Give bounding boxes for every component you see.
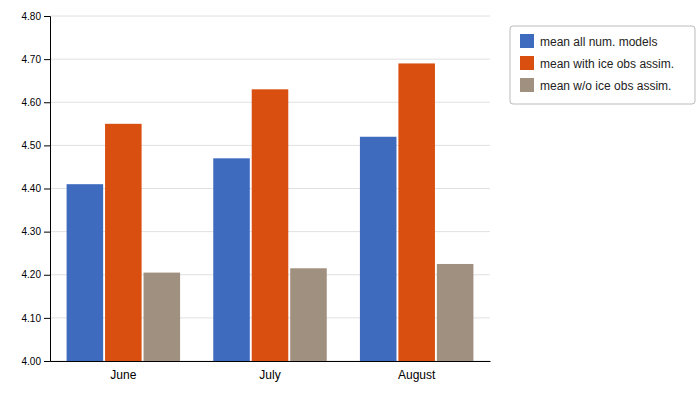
- legend-label: mean all num. models: [540, 35, 657, 49]
- y-tick-mark: [44, 59, 50, 60]
- bar: [213, 158, 250, 361]
- bar: [67, 184, 104, 361]
- bar: [290, 268, 327, 361]
- grid-line: [50, 59, 490, 60]
- y-tick-label: 4.30: [22, 226, 42, 237]
- y-tick: 4.20: [22, 269, 50, 280]
- y-tick-mark: [44, 318, 50, 319]
- x-tick: August: [398, 368, 436, 382]
- x-tick-label: June: [110, 368, 136, 382]
- grid-line: [50, 16, 490, 17]
- legend-item: mean with ice obs assim.: [520, 56, 674, 71]
- y-tick-mark: [44, 189, 50, 190]
- y-tick-label: 4.00: [22, 356, 42, 367]
- y-tick: 4.30: [22, 226, 50, 237]
- y-tick-mark: [44, 361, 50, 362]
- legend-swatch: [520, 56, 534, 70]
- plot-area: 4.00 4.10 4.20 4.30 4.40 4.50 4.60 4.70 4.80 June…: [22, 11, 491, 393]
- y-tick: 4.80: [22, 11, 50, 22]
- legend-label: mean w/o ice obs assim.: [540, 79, 671, 93]
- x-tick: June: [110, 368, 136, 382]
- y-axis-line: [44, 17, 51, 362]
- bar-series: [105, 63, 435, 361]
- bar: [252, 89, 289, 361]
- y-tick: 4.10: [22, 313, 50, 324]
- y-tick-mark: [44, 16, 50, 17]
- x-tick-label: August: [398, 368, 436, 382]
- bar-series: [144, 264, 474, 361]
- y-tick-mark: [44, 232, 50, 233]
- y-tick: 4.00: [22, 356, 50, 367]
- y-tick: 4.60: [22, 97, 50, 108]
- y-tick-label: 4.10: [22, 313, 42, 324]
- bar: [105, 124, 142, 361]
- bar: [360, 137, 397, 361]
- legend-item: mean all num. models: [520, 34, 657, 49]
- y-tick-mark: [44, 145, 50, 146]
- x-axis: June July August: [51, 362, 491, 382]
- y-tick: 4.70: [22, 54, 50, 65]
- legend-swatch: [520, 78, 534, 92]
- legend-frame: [510, 26, 695, 104]
- y-tick-label: 4.40: [22, 183, 42, 194]
- bars: [67, 63, 474, 361]
- y-tick-mark: [44, 102, 50, 103]
- y-tick-label: 4.70: [22, 54, 42, 65]
- bar: [398, 63, 435, 361]
- legend-swatch: [520, 34, 534, 48]
- y-tick-label: 4.20: [22, 269, 42, 280]
- legend-item: mean w/o ice obs assim.: [520, 78, 671, 93]
- y-tick-label: 4.80: [22, 11, 42, 22]
- x-tick: July: [259, 368, 280, 382]
- x-axis-line: [51, 361, 491, 362]
- y-tick-label: 4.60: [22, 97, 42, 108]
- x-tick-label: July: [259, 368, 280, 382]
- y-tick-label: 4.50: [22, 140, 42, 151]
- y-tick-mark: [44, 275, 50, 276]
- y-tick: 4.40: [22, 183, 50, 194]
- legend: mean all num. models mean with ice obs as…: [510, 26, 695, 104]
- y-axis: 4.00 4.10 4.20 4.30 4.40 4.50 4.60 4.70 4.80: [22, 11, 51, 367]
- legend-label: mean with ice obs assim.: [540, 57, 674, 71]
- y-tick: 4.50: [22, 140, 50, 151]
- chart-svg: 4.00 4.10 4.20 4.30 4.40 4.50 4.60 4.70 4.80 June…: [0, 0, 700, 393]
- bar: [437, 264, 474, 361]
- chart-container: 4.00 4.10 4.20 4.30 4.40 4.50 4.60 4.70 4.80 June…: [0, 0, 700, 393]
- bar: [144, 273, 181, 361]
